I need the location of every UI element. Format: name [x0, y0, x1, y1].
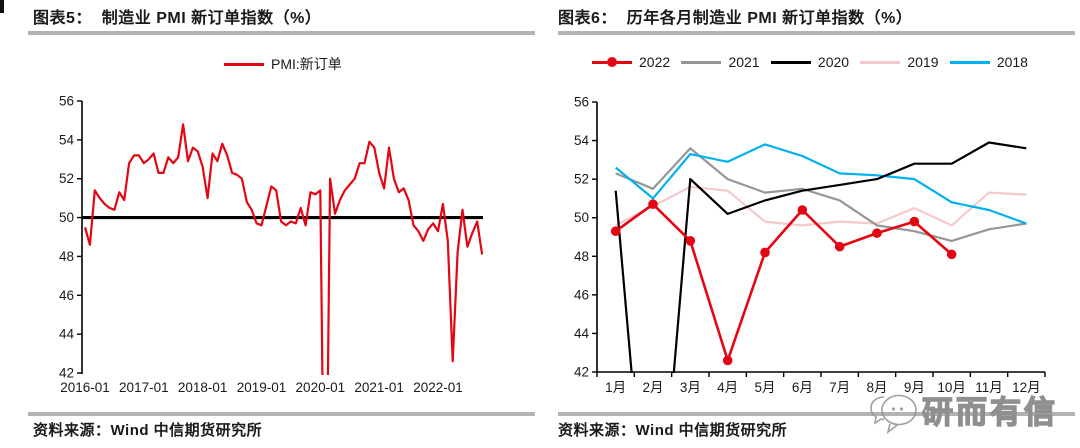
y-tick-label: 46 [59, 288, 74, 303]
y-tick-label: 50 [59, 210, 74, 225]
figure6-source: 资料来源：Wind 中信期货研究所 [558, 422, 788, 439]
legend-marker-dot [607, 57, 617, 67]
legend-line-swatch [681, 60, 722, 64]
chat-bubbles-logo-icon [870, 394, 917, 434]
y-tick-label: 48 [59, 249, 74, 264]
series-2020-line [614, 141, 1027, 373]
y-tick-label: 42 [574, 365, 589, 380]
series-2021-line [615, 147, 1027, 242]
figure5-legend: PMI:新订单 [224, 54, 342, 74]
series-2022-markers [610, 199, 957, 366]
right-y-axis: 42 44 46 48 50 52 54 56 [574, 95, 598, 380]
legend-line-swatch [860, 60, 901, 64]
figure5-title: 图表5： 制造业 PMI 新订单指数（%） [33, 10, 322, 27]
y-tick-label: 48 [574, 249, 589, 264]
y-tick-label: 44 [574, 326, 590, 341]
x-tick-label: 3月 [680, 380, 701, 395]
x-tick-label: 2021-01 [354, 380, 404, 395]
x-tick-label: 1月 [605, 380, 626, 395]
data-point-marker [797, 205, 808, 215]
legend-label: 2020 [817, 54, 850, 70]
y-tick-label: 56 [574, 95, 589, 110]
series-2022-line [614, 202, 953, 362]
x-tick-label: 2月 [642, 380, 663, 395]
legend-label: PMI:新订单 [271, 56, 342, 72]
y-tick-label: 46 [574, 287, 589, 302]
x-tick-label: 9月 [904, 380, 925, 395]
legend-item-2021: 2021 [681, 54, 760, 70]
series-2019-line [615, 185, 1027, 227]
y-tick-label: 50 [574, 210, 589, 225]
y-tick-label: 54 [574, 133, 590, 148]
data-point-marker [834, 241, 845, 252]
y-tick-label: 44 [59, 327, 75, 342]
y-tick-label: 52 [574, 172, 589, 187]
pmi-new-orders-line [83, 123, 484, 375]
right-x-axis: 1月 2月 3月 4月 5月 6月 7月 8月 9月 10月 11月 12月 [596, 371, 1046, 395]
figure6-legend: 2022 2021 2020 2019 2018 [592, 54, 1028, 70]
corner-mark [0, 0, 4, 13]
data-point-marker [685, 236, 696, 246]
data-point-marker [610, 226, 621, 237]
left-x-axis-labels: 2016-01 2017-01 2018-01 2019-01 2020-01 2021-… [60, 380, 463, 395]
figure5-title-divider [28, 31, 535, 35]
x-tick-label: 2016-01 [60, 380, 110, 395]
legend-item-2022: 2022 [592, 54, 670, 70]
data-point-marker [760, 247, 770, 258]
y-tick-label: 42 [59, 366, 74, 381]
x-tick-label: 12月 [1012, 380, 1041, 395]
legend-line-swatch [770, 60, 811, 64]
x-tick-label: 2018-01 [178, 380, 228, 395]
data-point-marker [722, 355, 733, 366]
legend-line-swatch [224, 62, 264, 66]
series-2018-line [614, 143, 1027, 225]
legend-line-swatch [592, 57, 632, 67]
figure6-title-divider [558, 31, 1075, 35]
legend-item-2019: 2019 [860, 54, 939, 70]
figure6-title: 图表6： 历年各月制造业 PMI 新订单指数（%） [558, 10, 913, 27]
data-point-marker [909, 216, 920, 227]
data-point-marker [648, 199, 658, 210]
data-point-marker [872, 228, 882, 238]
legend-line-swatch [949, 60, 990, 64]
legend-label: 2019 [907, 54, 939, 70]
yan-er-you-xin-watermark: 研而有信 [870, 394, 1058, 434]
data-point-marker [946, 249, 957, 260]
y-tick-label: 56 [59, 94, 74, 109]
y-tick-label: 54 [59, 132, 75, 147]
figure6-bottom-divider [558, 412, 1075, 416]
x-tick-label: 2020-01 [296, 380, 346, 395]
legend-label: 2022 [639, 54, 671, 70]
legend-item-2018: 2018 [949, 54, 1028, 70]
x-tick-label: 4月 [717, 380, 738, 395]
x-tick-label: 7月 [829, 380, 850, 395]
x-tick-label: 6月 [792, 380, 813, 395]
x-tick-label: 5月 [754, 380, 775, 395]
x-tick-label: 10月 [937, 380, 966, 395]
legend-item-2020: 2020 [770, 54, 850, 70]
watermark-text: 研而有信 [922, 395, 1058, 430]
x-tick-label: 2019-01 [237, 380, 287, 395]
figure5-source: 资料来源：Wind 中信期货研究所 [33, 422, 263, 439]
x-tick-label: 11月 [975, 380, 1003, 395]
y-tick-label: 52 [59, 171, 74, 186]
legend-item-pmi-new-orders: PMI:新订单 [224, 54, 342, 74]
x-tick-label: 2017-01 [119, 380, 169, 395]
figure5-bottom-divider [28, 412, 535, 416]
left-y-axis: 42 44 46 48 50 52 54 56 [59, 94, 83, 381]
x-tick-label: 8月 [866, 380, 887, 395]
pmi-new-orders-by-year-chart: 42 44 46 48 50 52 54 56 1月 2月 3月 4月 5月 6月 7月 8月 9月 10月 11月… [574, 95, 1046, 395]
legend-label: 2018 [996, 54, 1028, 70]
legend-label: 2021 [728, 54, 760, 70]
x-tick-label: 2022-01 [413, 380, 463, 395]
